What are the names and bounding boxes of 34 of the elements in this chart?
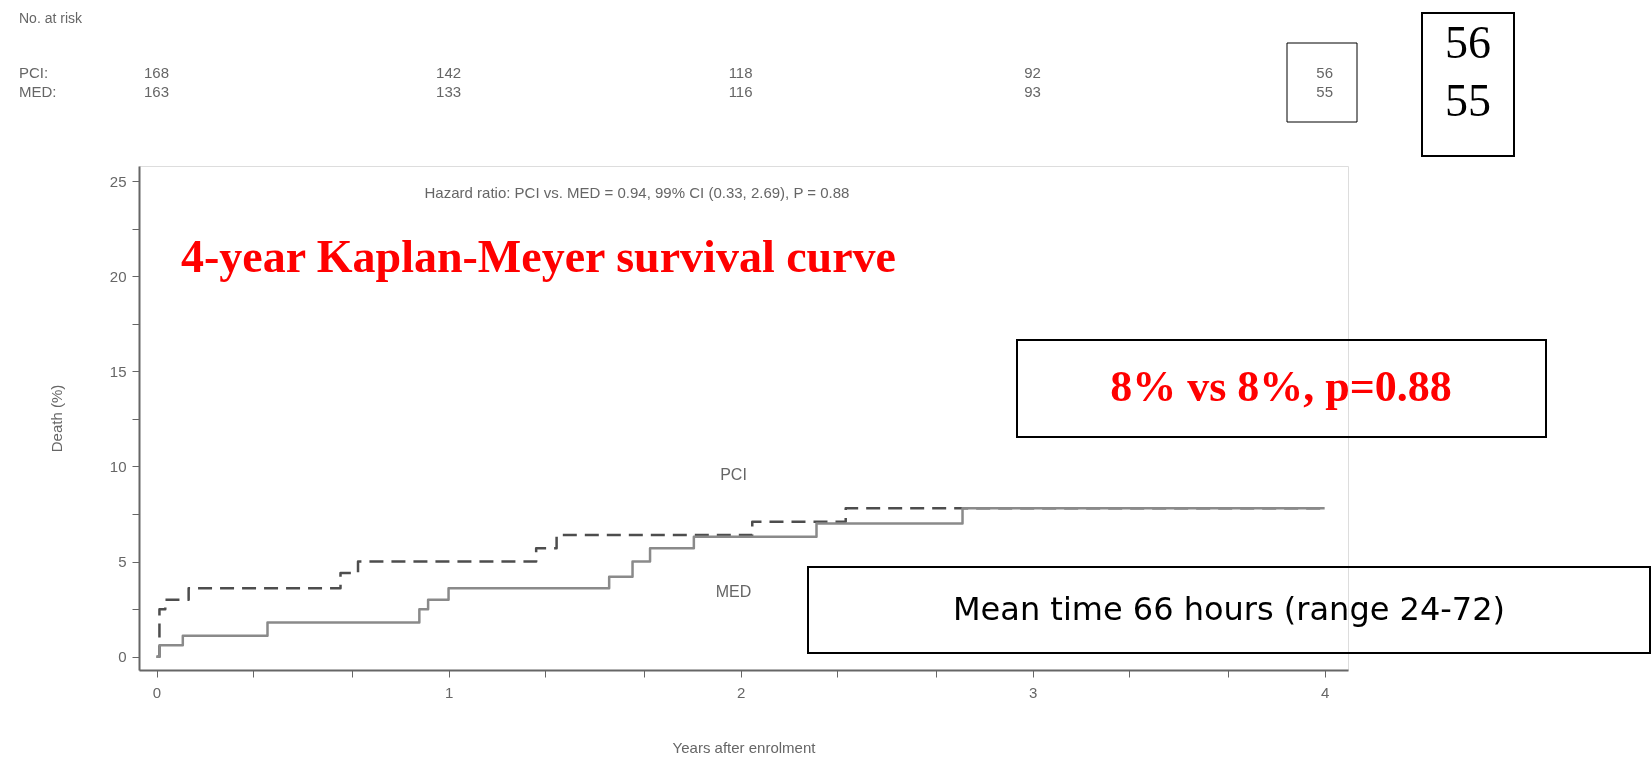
text: 56 [1316, 64, 1333, 81]
x-tick-label: 3 [1028, 683, 1038, 701]
text: 4-year Kaplan-Meyer survival curve [181, 231, 896, 282]
y-tick-label: 0 [118, 648, 127, 666]
text: 56 [1445, 17, 1491, 68]
y-tick-label: 10 [109, 458, 127, 475]
y-tick-label: 15 [109, 362, 127, 380]
annotation: Hazard ratio: PCI vs. MED = 0.94, 99% CI (0.33, 2.69), P = 0.88 [424, 184, 850, 201]
x-tick-label: 0 [152, 683, 162, 701]
x-tick-label: 1 [444, 683, 454, 701]
text: 118 [728, 64, 753, 81]
text: No. at risk [19, 10, 84, 26]
annotation: 8% vs 8%, p=0.88 [1110, 362, 1452, 411]
annotation: Mean time 66 hours (range 24-72) [952, 590, 1506, 628]
y-tick-label: 25 [109, 172, 127, 190]
y-tick-label: 20 [109, 267, 127, 285]
text: 93 [1024, 83, 1041, 100]
x-tick-label: 4 [1320, 683, 1330, 701]
text: 163 [144, 83, 170, 100]
text: PCI [720, 465, 747, 483]
text: 55 [1445, 75, 1491, 126]
text: 133 [436, 83, 462, 100]
text: 168 [144, 64, 170, 81]
text: 92 [1024, 64, 1041, 81]
y-axis-title: Death (%) [47, 384, 65, 453]
text: PCI: [19, 64, 49, 81]
y-tick-label: 5 [118, 553, 127, 571]
text: 142 [436, 64, 462, 81]
x-axis-title: Years after enrolment [672, 738, 817, 756]
text: 55 [1316, 83, 1333, 100]
text: MED [715, 582, 752, 600]
x-tick-label: 2 [736, 683, 746, 701]
text: 116 [728, 83, 753, 100]
text: MED: [19, 83, 57, 100]
